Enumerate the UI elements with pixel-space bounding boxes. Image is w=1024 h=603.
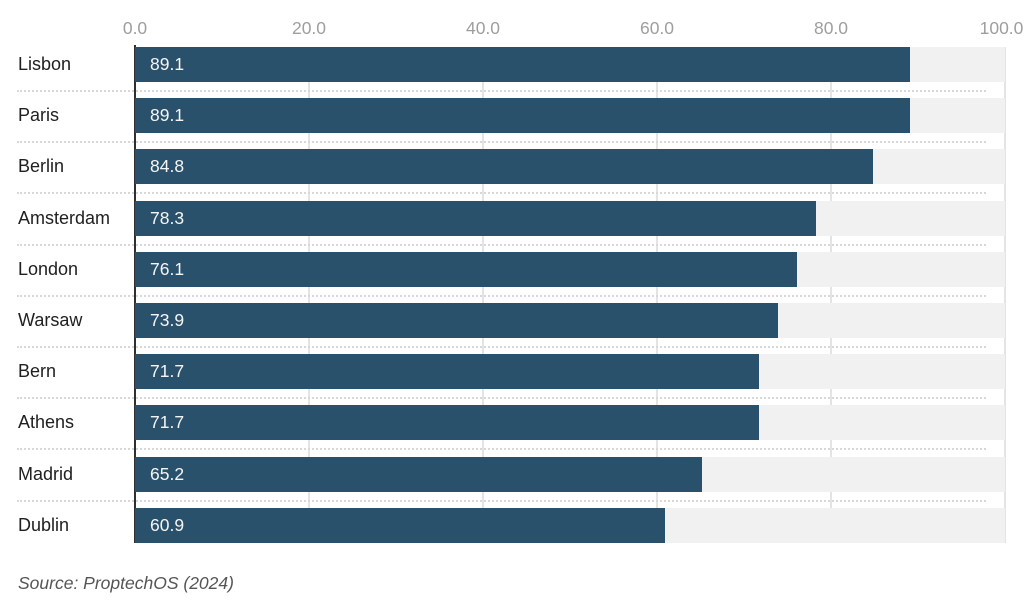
bar[interactable]: 73.9 [135, 302, 778, 338]
bar-rows: Lisbon 89.1 Paris 89.1 Berlin 84.8 Amsterdam 78… [0, 47, 1005, 559]
bar[interactable]: 76.1 [135, 251, 798, 287]
chart-row: Paris 89.1 [0, 98, 1005, 149]
category-label: London [18, 258, 79, 279]
chart-row: Warsaw 73.9 [0, 302, 1005, 354]
chart-row: Amsterdam 78.3 [0, 200, 1005, 252]
chart-row: Athens 71.7 [0, 405, 1005, 456]
bar-value-label: 60.9 [150, 514, 185, 535]
bar-plot-area: 65.2 [135, 456, 1005, 492]
gridline [1004, 47, 1006, 543]
x-axis-tick-label: 20.0 [291, 18, 327, 38]
bar-plot-area: 84.8 [135, 149, 1005, 185]
category-label: Lisbon [18, 54, 72, 74]
chart-row: Dublin 60.9 [0, 507, 1005, 559]
zero-axis-line [134, 45, 136, 543]
bar[interactable]: 71.7 [135, 405, 759, 441]
chart-row: Lisbon 89.1 [0, 47, 1005, 98]
bar-value-label: 73.9 [150, 309, 185, 330]
bar-value-label: 89.1 [150, 105, 185, 126]
x-axis-tick-label: 0.0 [122, 18, 148, 38]
chart-row: Bern 71.7 [0, 354, 1005, 405]
chart-row: Madrid 65.2 [0, 456, 1005, 508]
category-label: Athens [18, 412, 75, 433]
bar-plot-area: 71.7 [135, 354, 1005, 390]
bar[interactable]: 60.9 [135, 507, 665, 543]
category-label: Paris [18, 105, 60, 126]
category-label: Warsaw [18, 309, 83, 330]
bar-plot-area: 71.7 [135, 405, 1005, 441]
bar-value-label: 84.8 [150, 156, 185, 177]
bar[interactable]: 89.1 [135, 47, 911, 82]
bar[interactable]: 89.1 [135, 98, 911, 134]
category-label: Berlin [18, 156, 65, 177]
bar-plot-area: 89.1 [135, 47, 1005, 82]
bar[interactable]: 71.7 [135, 354, 759, 390]
bar-value-label: 65.2 [150, 463, 185, 484]
category-label: Madrid [18, 463, 74, 484]
x-axis-tick-label: 60.0 [639, 18, 675, 38]
bar[interactable]: 65.2 [135, 456, 703, 492]
category-label: Dublin [18, 514, 70, 535]
category-label: Amsterdam [18, 207, 111, 228]
bar-plot-area: 73.9 [135, 302, 1005, 338]
bar-value-label: 76.1 [150, 258, 185, 279]
x-axis-tick-label: 80.0 [813, 18, 849, 38]
bar[interactable]: 78.3 [135, 200, 817, 236]
bar-value-label: 71.7 [150, 361, 185, 382]
category-label: Bern [18, 361, 57, 382]
bar[interactable]: 84.8 [135, 149, 873, 185]
bar-value-label: 71.7 [150, 412, 185, 433]
bar-plot-area: 89.1 [135, 98, 1005, 134]
x-axis-tick-label: 100.0 [979, 18, 1024, 38]
bar-value-label: 89.1 [150, 54, 185, 74]
bar-plot-area: 78.3 [135, 200, 1005, 236]
bar-plot-area: 76.1 [135, 251, 1005, 287]
chart-row: Berlin 84.8 [0, 149, 1005, 200]
source-note: Source: ProptechOS (2024) [18, 573, 234, 593]
bar-value-label: 78.3 [150, 207, 185, 228]
x-axis: 0.0 20.0 40.0 60.0 80.0 100.0 [123, 18, 1024, 40]
chart-row: London 76.1 [0, 251, 1005, 303]
bar-plot-area: 60.9 [135, 507, 1005, 543]
x-axis-tick-label: 40.0 [465, 18, 501, 38]
